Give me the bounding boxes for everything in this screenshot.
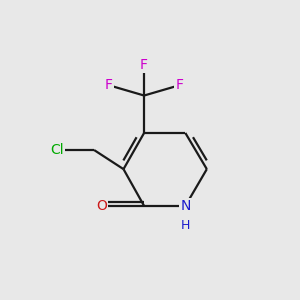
Text: F: F (176, 78, 183, 92)
Text: H: H (181, 219, 190, 232)
Text: N: N (180, 199, 190, 213)
Text: F: F (140, 58, 148, 72)
Text: O: O (96, 199, 107, 213)
Text: Cl: Cl (50, 143, 64, 157)
Text: F: F (105, 78, 113, 92)
